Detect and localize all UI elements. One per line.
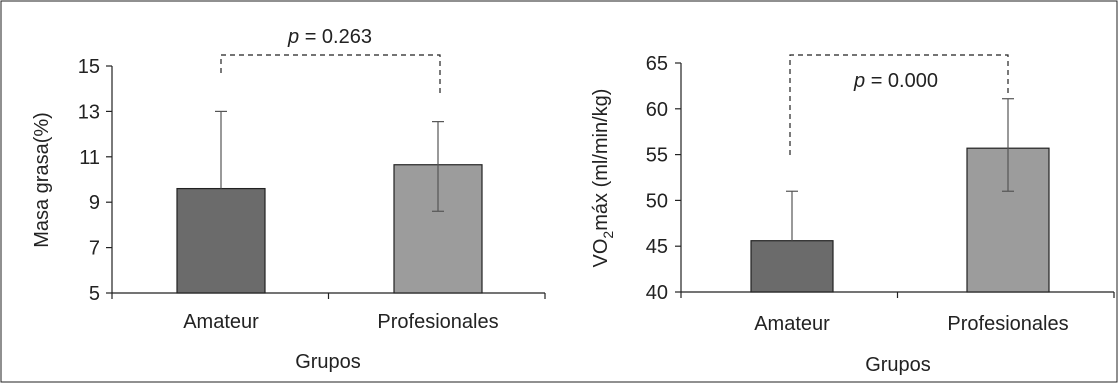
- right-y-tick-label-45: 45: [646, 236, 668, 258]
- right-y-axis-title: VO2máx (ml/min/kg): [590, 89, 616, 268]
- left-y-tick-label-5: 5: [89, 283, 100, 305]
- right-y-ticks: 40 45 50 55 60 65: [646, 53, 681, 304]
- left-x-axis-title: Grupos: [295, 351, 361, 373]
- right-y-tick-label-55: 55: [646, 145, 668, 167]
- chart-masa-grasa: Masa grasa(%) 5 7 9 11 13 15 Amateur Profesio…: [31, 26, 546, 373]
- left-significance-bracket: [220, 54, 441, 97]
- right-x-tick-marks: [680, 292, 1115, 298]
- right-y-axis-title-rest: máx (ml/min/kg): [590, 89, 612, 231]
- left-x-tick-marks: [111, 293, 546, 299]
- left-category-label-profesionales: Profesionales: [377, 311, 498, 333]
- right-p-symbol: p: [853, 70, 865, 92]
- left-y-axis-title: Masa grasa(%): [31, 112, 53, 248]
- left-y-tick-label-11: 11: [79, 147, 100, 169]
- right-y-tick-label-50: 50: [646, 190, 668, 212]
- left-category-label-amateur: Amateur: [183, 311, 259, 333]
- right-y-axis-title-main: VO: [590, 239, 612, 268]
- right-error-bars: [786, 98, 1014, 241]
- left-y-tick-label-9: 9: [89, 192, 100, 214]
- right-y-tick-label-65: 65: [646, 53, 668, 75]
- right-x-axis-title: Grupos: [865, 354, 931, 376]
- left-error-bars: [215, 110, 444, 212]
- left-y-tick-label-7: 7: [89, 238, 100, 260]
- left-y-ticks: 5 7 9 11 13 15: [78, 56, 112, 305]
- right-significance-bracket: [789, 54, 1009, 155]
- right-y-axis-title-subscript: 2: [600, 231, 616, 239]
- right-y-tick-label-40: 40: [646, 282, 668, 304]
- left-y-tick-label-13: 13: [78, 101, 100, 123]
- right-category-label-profesionales: Profesionales: [947, 313, 1068, 335]
- left-bars: [176, 164, 483, 294]
- left-p-symbol: p: [287, 26, 299, 48]
- left-p-value: = 0.263: [299, 26, 372, 48]
- left-bar-amateur: [176, 187, 266, 294]
- right-y-tick-label-60: 60: [646, 99, 668, 121]
- right-bar-amateur: [750, 240, 834, 293]
- right-p-value: = 0.000: [865, 70, 938, 92]
- right-p-value-annotation: p = 0.000: [853, 70, 938, 92]
- right-category-label-amateur: Amateur: [754, 313, 830, 335]
- left-p-value-annotation: p = 0.263: [287, 26, 372, 48]
- left-y-tick-label-15: 15: [78, 56, 100, 78]
